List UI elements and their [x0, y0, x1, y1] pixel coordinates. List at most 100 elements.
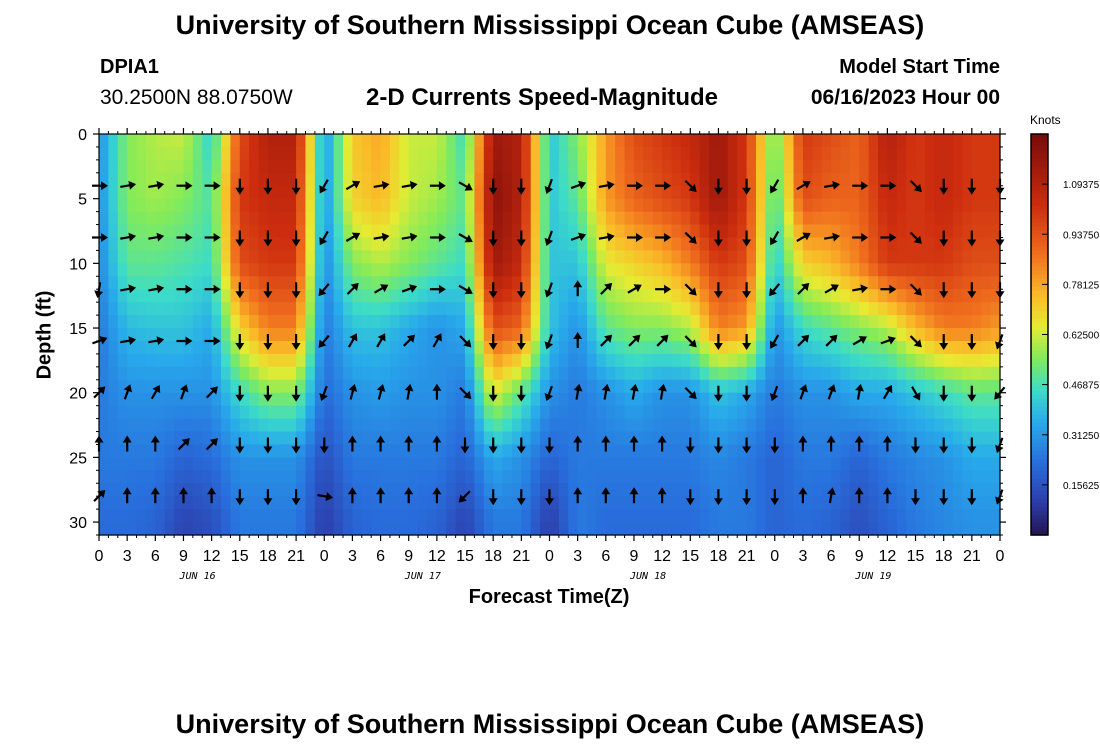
heatmap-cell	[615, 315, 626, 329]
heatmap-cell	[680, 172, 691, 187]
heatmap-cell	[831, 470, 842, 484]
heatmap-cell	[605, 302, 616, 316]
heatmap-cell	[915, 353, 926, 368]
heatmap-cell	[164, 224, 175, 239]
heatmap-cell	[117, 172, 128, 187]
heatmap-cell	[915, 302, 926, 316]
heatmap-cell	[380, 392, 391, 407]
heatmap-cell	[474, 302, 485, 316]
heatmap-cell	[624, 483, 635, 497]
heatmap-cell	[727, 185, 738, 200]
heatmap-cell	[774, 237, 785, 252]
heatmap-cell	[709, 366, 720, 381]
heatmap-cell	[643, 172, 654, 187]
heatmap-cell	[211, 237, 222, 252]
heatmap-cell	[784, 289, 795, 303]
heatmap-cell	[709, 276, 720, 290]
heatmap-cell	[690, 224, 701, 239]
heatmap-cell	[127, 483, 138, 497]
heatmap-cell	[793, 509, 804, 523]
heatmap-cell	[615, 328, 626, 342]
heatmap-cell	[446, 211, 457, 226]
heatmap-cell	[145, 405, 156, 420]
heatmap-cell	[267, 250, 278, 264]
heatmap-cell	[943, 185, 954, 200]
heatmap-cell	[145, 444, 156, 458]
heatmap-cell	[990, 263, 1001, 277]
current-vector-arrow	[967, 489, 977, 506]
heatmap-cell	[802, 483, 813, 497]
heatmap-cell	[361, 315, 372, 329]
colorbar-band	[1031, 146, 1048, 151]
heatmap-cell	[671, 457, 682, 471]
heatmap-cell	[99, 509, 109, 523]
heatmap-cell	[615, 418, 626, 433]
heatmap-cell	[521, 134, 532, 148]
colorbar-band	[1031, 374, 1048, 380]
heatmap-cell	[221, 328, 231, 342]
heatmap-cell	[577, 237, 588, 252]
heatmap-cell	[605, 211, 616, 226]
heatmap-cell	[605, 172, 616, 187]
heatmap-cell	[343, 172, 354, 187]
heatmap-cell	[286, 159, 297, 174]
heatmap-cell	[953, 289, 964, 303]
heatmap-cell	[277, 185, 288, 200]
heatmap-cell	[943, 315, 954, 329]
heatmap-cell	[108, 302, 119, 316]
heatmap-cell	[784, 418, 795, 433]
heatmap-cell	[624, 353, 635, 368]
heatmap-cell	[859, 315, 870, 329]
heatmap-cell	[746, 418, 757, 433]
current-vector-arrow	[939, 334, 949, 350]
heatmap-cell	[127, 340, 138, 355]
heatmap-cell	[192, 315, 203, 329]
current-vector-arrow	[600, 282, 613, 295]
heatmap-cell	[709, 159, 720, 174]
heatmap-cell	[680, 198, 691, 213]
heatmap-cell	[296, 379, 307, 394]
heatmap-cell	[577, 224, 588, 239]
heatmap-cell	[371, 134, 382, 148]
heatmap-cell	[380, 379, 391, 394]
heatmap-cell	[427, 444, 438, 458]
heatmap-cell	[249, 483, 260, 497]
heatmap-cell	[483, 418, 494, 433]
heatmap-cell	[624, 328, 635, 342]
heatmap-cell	[183, 276, 194, 290]
heatmap-cell	[793, 237, 804, 252]
heatmap-cell	[568, 405, 579, 420]
heatmap-cell	[99, 263, 109, 277]
heatmap-cell	[380, 366, 391, 381]
heatmap-cell	[361, 405, 372, 420]
heatmap-cell	[211, 366, 222, 381]
heatmap-cell	[549, 134, 560, 148]
heatmap-cell	[568, 431, 579, 446]
heatmap-cell	[802, 470, 813, 484]
heatmap-cell	[455, 172, 466, 187]
heatmap-cell	[596, 496, 607, 510]
heatmap-cell	[915, 405, 926, 420]
heatmap-cell	[558, 496, 569, 510]
heatmap-cell	[831, 418, 842, 433]
heatmap-cell	[643, 379, 654, 394]
heatmap-cell	[765, 431, 776, 446]
heatmap-cell	[305, 302, 316, 316]
heatmap-cell	[483, 289, 494, 303]
heatmap-cell	[877, 250, 888, 264]
heatmap-cell	[615, 289, 626, 303]
heatmap-cell	[849, 134, 860, 148]
day-label: JUN 18	[629, 571, 666, 582]
heatmap-cell	[474, 250, 485, 264]
heatmap-cell	[399, 328, 410, 342]
heatmap-cell	[117, 353, 128, 368]
heatmap-cell	[155, 496, 166, 510]
heatmap-cell	[915, 431, 926, 446]
heatmap-cell	[239, 328, 250, 342]
heatmap-cell	[202, 302, 213, 316]
heatmap-cell	[962, 328, 973, 342]
heatmap-cell	[633, 211, 644, 226]
heatmap-cell	[924, 340, 935, 355]
y-tick-label: 15	[69, 321, 87, 338]
heatmap-cell	[671, 522, 682, 536]
